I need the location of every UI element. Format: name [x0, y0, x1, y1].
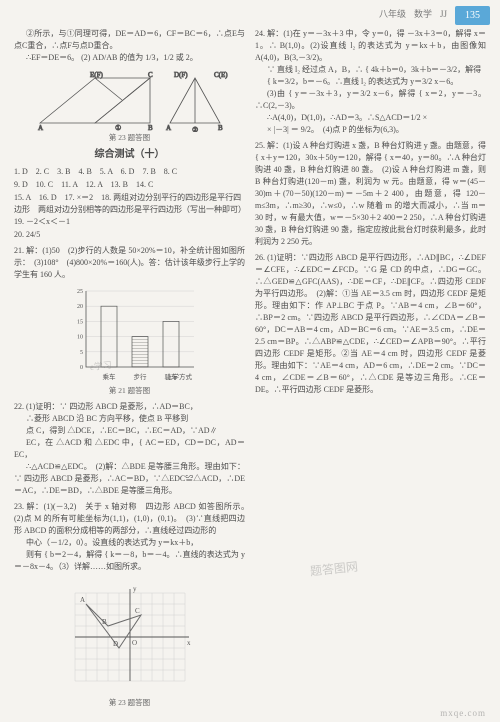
q24-2: ∵ 直线 l₂ 经过点 A，B，∴ { 4k＋b＝0，3k＋b＝－3/2，解得 [255, 64, 486, 76]
q22-2: ∴菱形 ABCD 沿 BC 方向平移，使点 B 平移到 [14, 413, 245, 425]
svg-text:B: B [102, 618, 107, 626]
main-content: ②所示，与①同理可得，DE＝AD＝6，CF＝BC＝6，∴点E与点C重合，∴点F与… [14, 28, 486, 716]
grid-caption: 第 23 题答图 [14, 697, 245, 708]
q21-text: 21. 解：(1)50 (2)步行的人数是 50×20%＝10，补全统计图如图所… [14, 245, 245, 281]
q21-chart: 0510152025乘车步行骑车上学方式 第 21 题答图 [14, 285, 245, 396]
svg-text:A: A [80, 596, 85, 604]
svg-text:y: y [133, 585, 137, 593]
subject-label: 数学 [414, 8, 432, 22]
q25-1: 25. 解：(1)设 A 种台灯购进 x 盏，B 种台灯购进 y 盏。由题意，得… [255, 140, 486, 248]
svg-text:20: 20 [77, 304, 83, 310]
svg-text:B: B [218, 124, 223, 132]
q24-6: × |－3| ＝ 9/2。 (4)点 P 的坐标为(6,3)。 [255, 124, 486, 136]
page-header: 八年级 数学 JJ 135 [379, 6, 490, 24]
svg-text:A: A [166, 124, 171, 132]
figure-parallelogram: A B C E(F) ① A B C(E) D(F) ② 第 23 题答图 [14, 68, 245, 143]
grid-figure: y x O A B C D 第 23 题答图 [14, 577, 245, 708]
svg-text:5: 5 [80, 350, 83, 356]
svg-text:①: ① [115, 124, 121, 132]
q24-1: 24. 解：(1)在 y＝－3x＋3 中，令 y＝0，得 －3x＋3＝0，解得 … [255, 28, 486, 64]
q22-4: EC，在 △ACD 和 △EDC 中，{ AC＝ED，CD＝DC，AD＝EC， [14, 437, 245, 461]
pre-text-2: ∴EF＝DE＝6。 (2) AD/AB 的值为 1/3，1/2 或 2。 [14, 52, 245, 64]
q22-5: ∴△ACD≌△EDC。 (2)解：△BDE 是等腰三角形。理由如下：∵ 四边形 … [14, 461, 245, 497]
svg-text:15: 15 [77, 320, 83, 326]
svg-text:B: B [148, 124, 153, 132]
q21-caption: 第 21 题答图 [14, 385, 245, 396]
code-label: JJ [440, 8, 447, 22]
q24-4: (3)由 { y＝－3x＋3，y＝3/2 x－6，解得 { x＝2，y＝－3。∴… [255, 88, 486, 112]
q24-3: { k＝3/2，b＝－6。∴直线 l₂ 的表达式为 y＝3/2 x－6。 [255, 76, 486, 88]
grade-label: 八年级 [379, 8, 406, 22]
svg-text:C: C [135, 607, 140, 615]
q23-2: 中心（－1/2，0）。设直线的表达式为 y＝kx＋b， [14, 537, 245, 549]
svg-text:C(E): C(E) [214, 71, 228, 79]
figure-caption-1: 第 23 题答图 [14, 132, 245, 143]
q23-1: 23. 解：(1)(－3,2) 关于 x 轴对称 四边形 ABCD 如答图所示。… [14, 501, 245, 537]
pre-text-1: ②所示，与①同理可得，DE＝AD＝6，CF＝BC＝6，∴点E与点C重合，∴点F与… [14, 28, 245, 52]
q22-3: 点 C，得到 △DCE，∴EC＝BC，∴EC＝AD，∵AD∥ [14, 425, 245, 437]
svg-text:A: A [38, 124, 43, 132]
svg-text:O: O [132, 639, 137, 647]
svg-text:D(F): D(F) [174, 71, 188, 79]
svg-text:乘车: 乘车 [102, 372, 116, 381]
svg-text:E(F): E(F) [90, 71, 104, 79]
svg-text:D: D [113, 640, 118, 648]
svg-text:上学方式: 上学方式 [166, 372, 193, 381]
svg-text:②: ② [192, 126, 198, 132]
q23-3: 则有 { b＝2－4，解得 { k＝－8，b＝－4。∴直线的表达式为 y＝－8x… [14, 549, 245, 573]
q22-1: 22. (1)证明：∵ 四边形 ABCD 是菱形，∴AD＝BC， [14, 401, 245, 413]
q24-5: ∴A(4,0)，D(1,0)，∴AD＝3。∴S△ACD＝1/2 × [255, 112, 486, 124]
svg-text:步行: 步行 [133, 372, 147, 381]
answers-4: 20. 24/5 [14, 229, 245, 241]
section-title: 综合测试（十） [14, 147, 245, 162]
q26-1: 26. (1)证明：∵四边形 ABCD 是平行四边形，∴AD∥BC，∴∠DEF＝… [255, 252, 486, 396]
svg-text:0: 0 [80, 365, 83, 371]
answers-1: 1. D 2. C 3. B 4. B 5. A 6. D 7. B 8. C [14, 166, 245, 178]
footer-watermark: mxqe.com [440, 707, 486, 721]
svg-text:10: 10 [77, 335, 83, 341]
svg-text:x: x [187, 639, 191, 647]
page-number: 135 [455, 6, 490, 25]
svg-text:25: 25 [77, 289, 83, 295]
svg-text:C: C [148, 71, 153, 79]
answers-3: 15. A 16. D 17. ×＝2 18. 两组对边分别平行的四边形是平行四… [14, 192, 245, 228]
answers-2: 9. D 10. C 11. A 12. A 13. B 14. C [14, 179, 245, 191]
